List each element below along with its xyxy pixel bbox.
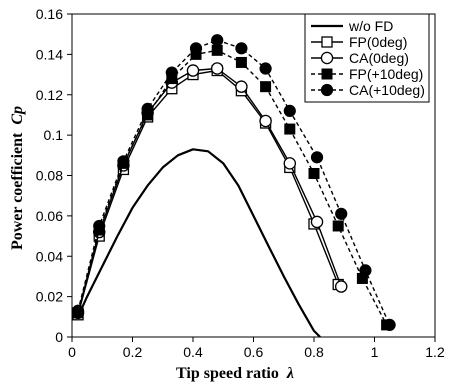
series-layer: [71, 34, 396, 338]
data-point: [235, 56, 247, 68]
data-point: [71, 304, 85, 317]
data-point: [141, 102, 154, 115]
legend-label: CA(0deg): [349, 50, 409, 66]
legend-label: w/o FD: [348, 18, 393, 34]
x-tick-label: 1: [371, 344, 379, 360]
data-point: [334, 280, 348, 293]
legend-label: CA(+10deg): [349, 82, 425, 98]
data-point: [359, 264, 372, 277]
y-tick-label: 0.16: [36, 6, 63, 22]
data-point: [260, 81, 272, 93]
series-line: [77, 49, 388, 326]
data-point: [332, 220, 344, 232]
y-axis-title: Power coefficientCp: [9, 106, 26, 250]
data-point: [283, 157, 297, 170]
x-tick-label: 0.4: [183, 344, 203, 360]
series-line: [77, 67, 342, 313]
x-tick-label: 0: [68, 344, 76, 360]
series-line: [77, 69, 339, 315]
y-tick-label: 0.06: [36, 208, 63, 224]
data-point: [189, 42, 203, 55]
y-tick-label: 0.08: [36, 168, 63, 184]
legend-label: FP(+10deg): [349, 66, 423, 82]
x-tick-label: 0.6: [244, 344, 264, 360]
y-tick-label: 0.12: [36, 87, 63, 103]
data-point: [383, 318, 396, 331]
data-point: [186, 64, 200, 77]
data-point: [310, 215, 324, 229]
y-tick-label: 0.04: [36, 248, 63, 264]
data-point: [211, 44, 223, 56]
y-tick-label: 0: [55, 329, 63, 345]
x-tick-label: 1.2: [425, 344, 445, 360]
legend: w/o FDFP(0deg)CA(0deg)FP(+10deg)CA(+10de…: [304, 13, 430, 103]
y-tick-label: 0.02: [36, 289, 63, 305]
data-point: [284, 123, 296, 135]
data-point: [283, 104, 296, 118]
series-4: [71, 34, 396, 331]
series-line: [76, 148, 321, 338]
legend-marker: [320, 83, 334, 97]
data-point: [117, 155, 130, 168]
legend-label: FP(0deg): [349, 34, 407, 50]
x-tick-label: 0.2: [123, 344, 143, 360]
legend-marker: [321, 36, 333, 48]
x-tick-label: 0.8: [304, 344, 324, 360]
x-axis-title: Tip speed ratio λ: [176, 365, 294, 382]
data-point: [235, 42, 248, 55]
data-point: [335, 207, 348, 220]
data-point: [165, 66, 178, 79]
series-0: [76, 148, 321, 338]
series-line: [77, 39, 391, 326]
axes-layer: 0 0.2 0.4 0.6 0.8 1 1.2 0 0.02 0.04 0.06 0.08 0.1 0.1…: [36, 6, 445, 360]
data-point: [310, 151, 324, 164]
data-point: [308, 167, 320, 179]
data-point: [259, 62, 272, 75]
data-point: [93, 219, 106, 233]
data-point: [235, 80, 248, 93]
data-point: [211, 34, 224, 47]
y-tick-label: 0.14: [36, 46, 63, 62]
data-point: [210, 62, 224, 75]
data-point: [259, 114, 272, 128]
legend-marker: [321, 68, 333, 80]
legend-marker: [320, 51, 334, 65]
y-tick-label: 0.1: [44, 127, 64, 143]
